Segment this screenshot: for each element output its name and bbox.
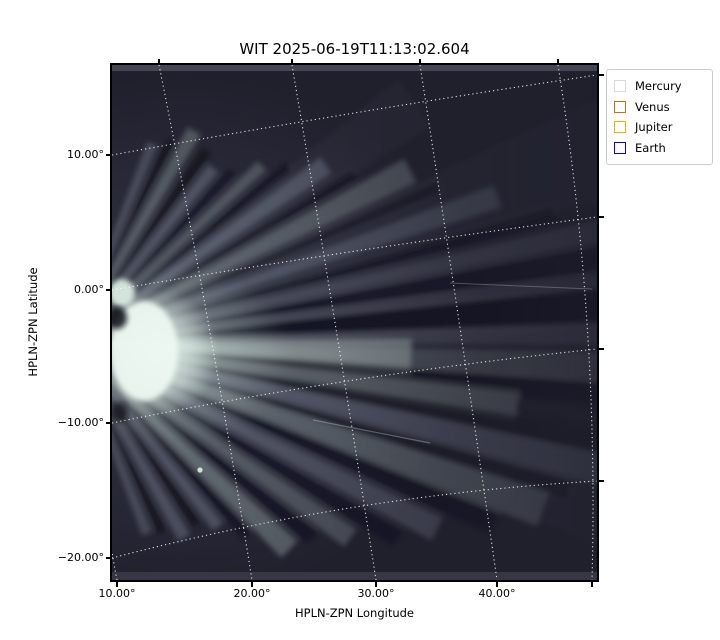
tick-mark (557, 58, 559, 63)
tick-mark (599, 74, 604, 76)
mercury-marker-icon (614, 80, 626, 93)
x-tick-label: 10.00° (98, 587, 136, 600)
legend-item-earth: Earth (614, 138, 704, 159)
tick-mark (291, 58, 293, 63)
grid-line (291, 65, 377, 580)
y-tick-label: −10.00° (57, 416, 104, 429)
grid-line (158, 65, 253, 580)
tick-mark (599, 480, 604, 482)
earth-marker-icon (614, 141, 626, 154)
thin-streak (312, 419, 431, 444)
x-tick-label: 30.00° (357, 587, 395, 600)
grid-line (112, 551, 118, 580)
tick-mark (496, 582, 498, 587)
bright-cme-cloud (112, 263, 292, 447)
y-tick-label: 0.00° (74, 283, 104, 296)
tick-mark (105, 154, 110, 156)
x-tick-label: 20.00° (233, 587, 271, 600)
tick-mark (591, 582, 593, 587)
tick-mark (599, 216, 604, 218)
legend-label: Venus (635, 99, 670, 114)
tick-mark (105, 557, 110, 559)
sky-image (112, 65, 597, 580)
grid-line (112, 216, 597, 291)
grid-line (557, 65, 594, 580)
grid-line (112, 348, 597, 424)
tick-mark (105, 422, 110, 424)
venus-marker-icon (614, 100, 626, 113)
heliospheric-image (112, 65, 597, 580)
y-tick-label: −20.00° (57, 551, 104, 564)
tick-mark (251, 582, 253, 587)
tick-mark (105, 289, 110, 291)
coordinate-grid (112, 65, 597, 580)
bright-knot (112, 279, 135, 307)
jupiter-marker-icon (614, 121, 626, 134)
x-tick-label: 40.00° (478, 587, 516, 600)
legend: Mercury Venus Jupiter Earth (606, 69, 713, 165)
legend-item-venus: Venus (614, 97, 704, 118)
y-tick-label: 10.00° (67, 148, 104, 161)
legend-item-jupiter: Jupiter (614, 117, 704, 138)
tick-mark (599, 348, 604, 350)
tick-mark (158, 58, 160, 63)
legend-label: Earth (635, 140, 666, 155)
x-axis-label: HPLN-ZPN Longitude (294, 606, 414, 620)
legend-label: Jupiter (635, 120, 673, 135)
tick-mark (419, 58, 421, 63)
grid-line (112, 74, 597, 156)
grid-line (419, 65, 498, 580)
plot-title: WIT 2025-06-19T11:13:02.604 (239, 40, 470, 58)
bright-dot (197, 467, 203, 473)
tick-mark (116, 582, 118, 587)
tick-mark (375, 582, 377, 587)
faint-streak (449, 282, 593, 290)
legend-item-mercury: Mercury (614, 76, 704, 97)
legend-label: Mercury (635, 79, 682, 94)
grid-line (112, 480, 597, 559)
